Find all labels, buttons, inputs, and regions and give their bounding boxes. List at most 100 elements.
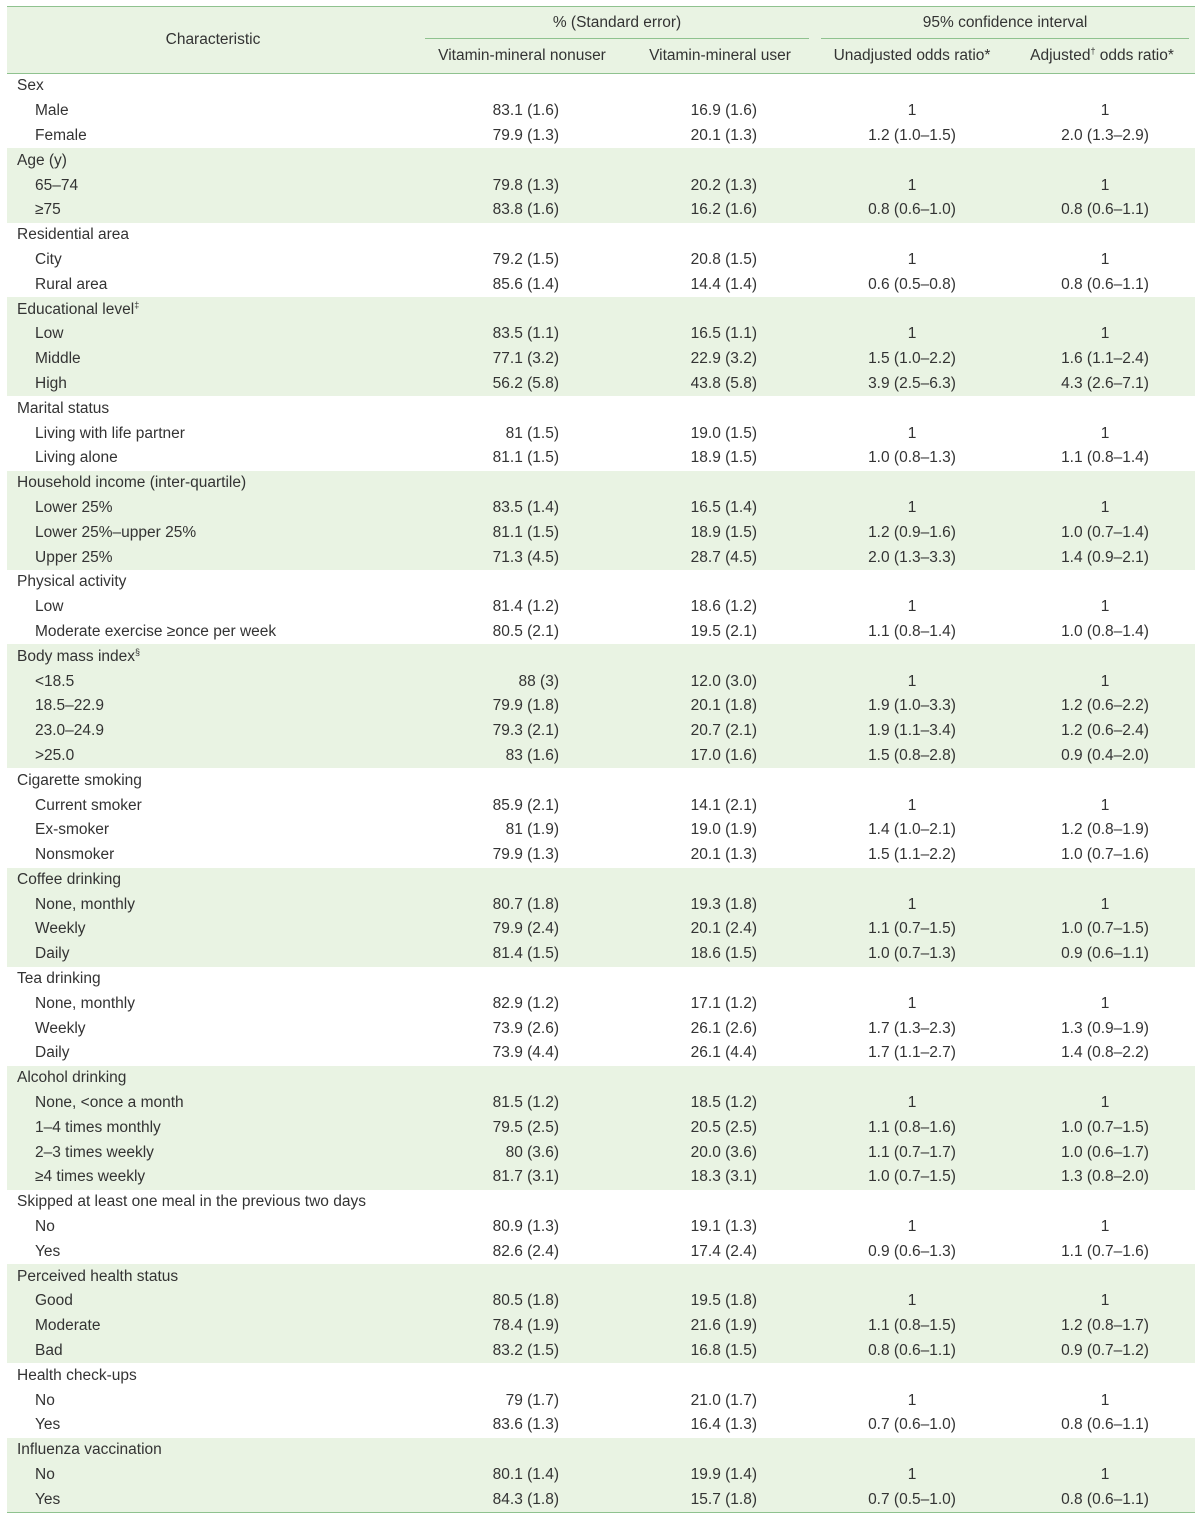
cell-unadj: 1.0 (0.7–1.5) <box>815 1165 1010 1190</box>
table-row: >25.0 83 (1.6) 17.0 (1.6) 1.5 (0.8–2.8) 0.9 … <box>7 743 1196 769</box>
header-characteristic: Characteristic <box>165 31 261 48</box>
cell-nonuser: 77.1 (3.2) <box>419 346 625 372</box>
table-row: 65–74 79.8 (1.3) 20.2 (1.3) 1 1 <box>7 173 1196 198</box>
cell-unadj: 1 <box>815 669 1010 694</box>
cell-user: 14.1 (2.1) <box>690 796 758 814</box>
row-label: High <box>7 371 419 397</box>
cell-unadj: 1.5 (0.8–2.8) <box>815 743 1010 769</box>
cell-nonuser: 81.4 (1.5) <box>419 941 625 967</box>
row-label: 1–4 times monthly <box>7 1115 419 1141</box>
group-label: Marital status <box>17 399 110 417</box>
cell-unadj: 1.2 (0.9–1.6) <box>815 520 1010 546</box>
row-label: <18.5 <box>7 669 419 694</box>
group-label: Perceived health status <box>7 1264 1196 1290</box>
cell-adj: 0.8 (0.6–1.1) <box>1061 1416 1149 1434</box>
cell-user: 21.6 (1.9) <box>625 1313 816 1339</box>
cell-user: 16.2 (1.6) <box>625 197 816 223</box>
cell-adj: 1 <box>1100 598 1110 616</box>
cell-adj: 4.3 (2.6–7.1) <box>1009 371 1196 397</box>
cell-unadj: 1 <box>907 102 917 120</box>
cell-adj: 1 <box>1009 1462 1196 1488</box>
table-row: Upper 25% 71.3 (4.5) 28.7 (4.5) 2.0 (1.3–3.… <box>7 545 1196 570</box>
cell-adj: 1.2 (0.6–2.2) <box>1009 693 1196 719</box>
row-label: Yes <box>35 1242 61 1260</box>
cell-nonuser: 73.9 (4.4) <box>492 1044 559 1062</box>
cell-adj: 1 <box>1009 892 1196 918</box>
row-label: Moderate exercise ≥once per week <box>35 622 277 640</box>
table-header: Characteristic % (Standard error) 95% co… <box>7 6 1196 74</box>
cell-user: 18.6 (1.2) <box>690 598 758 616</box>
group-label: Age (y) <box>7 148 1196 174</box>
cell-nonuser: 83.5 (1.1) <box>419 321 625 347</box>
cell-user: 28.7 (4.5) <box>625 545 816 570</box>
cell-unadj: 2.0 (1.3–3.3) <box>815 545 1010 570</box>
table-row: ≥4 times weekly 81.7 (3.1) 18.3 (3.1) 1.0 (… <box>7 1165 1196 1190</box>
cell-unadj: 1 <box>815 495 1010 521</box>
table-row: Daily 73.9 (4.4) 26.1 (4.4) 1.7 (1.1–2.7) 1.… <box>7 1041 1195 1066</box>
group-header-row: Perceived health status <box>7 1264 1196 1290</box>
row-label: Lower 25%–upper 25% <box>7 520 419 546</box>
cell-adj: 1 <box>1009 1090 1196 1116</box>
group-label: Body mass index§ <box>7 644 1196 670</box>
table-row: Middle 77.1 (3.2) 22.9 (3.2) 1.5 (1.0–2.2) 1… <box>7 346 1196 372</box>
cell-user: 19.3 (1.8) <box>625 892 816 918</box>
cell-nonuser: 83 (1.6) <box>419 743 625 769</box>
cell-adj: 1.2 (0.8–1.9) <box>1061 821 1149 839</box>
table-row: High 56.2 (5.8) 43.8 (5.8) 3.9 (2.5–6.3) 4.3… <box>7 371 1196 397</box>
cell-unadj: 1 <box>907 994 917 1012</box>
cell-unadj: 1.2 (1.0–1.5) <box>868 126 956 144</box>
row-label: Moderate <box>7 1313 419 1339</box>
group-label: Tea drinking <box>17 970 101 988</box>
cell-nonuser: 79.2 (1.5) <box>492 250 559 268</box>
cell-nonuser: 79.3 (2.1) <box>419 718 625 744</box>
cell-unadj: 1.0 (0.7–1.3) <box>815 941 1010 967</box>
cell-nonuser: 79 (1.7) <box>505 1391 559 1409</box>
table-row: Male 83.1 (1.6) 16.9 (1.6) 1 1 <box>7 99 1195 124</box>
group-header-row: Body mass index§ <box>7 644 1196 670</box>
group-header-row: Sex <box>7 74 1195 99</box>
cell-nonuser: 81 (1.5) <box>505 424 559 442</box>
row-label: ≥75 <box>7 197 419 223</box>
cell-unadj: 3.9 (2.5–6.3) <box>815 371 1010 397</box>
table-row: None, <once a month 81.5 (1.2) 18.5 (1.2) 1… <box>7 1090 1196 1116</box>
cell-nonuser: 79.9 (2.4) <box>419 917 625 942</box>
table-row: Rural area 85.6 (1.4) 14.4 (1.4) 0.6 (0.5–0… <box>7 272 1195 297</box>
cell-unadj: 1.1 (0.8–1.5) <box>815 1313 1010 1339</box>
row-label: No <box>35 1218 55 1236</box>
group-label: Physical activity <box>17 573 127 591</box>
cell-unadj: 1 <box>907 1218 917 1236</box>
cell-user: 16.5 (1.1) <box>625 321 816 347</box>
header-group-ci-label: 95% confidence interval <box>922 14 1088 31</box>
row-label: Yes <box>7 1487 419 1514</box>
group-label: Alcohol drinking <box>7 1065 1196 1091</box>
cell-unadj: 0.6 (0.5–0.8) <box>868 275 956 293</box>
cell-adj: 0.9 (0.7–1.2) <box>1009 1338 1196 1364</box>
cell-user: 20.1 (1.8) <box>625 693 816 719</box>
cell-adj: 0.9 (0.6–1.1) <box>1009 941 1196 967</box>
table-container: Characteristic % (Standard error) 95% co… <box>7 6 1196 1514</box>
cell-nonuser: 80.5 (1.8) <box>419 1289 625 1314</box>
cell-adj: 2.0 (1.3–2.9) <box>1061 126 1149 144</box>
cell-unadj: 1 <box>907 424 917 442</box>
row-label: >25.0 <box>7 743 419 769</box>
table-body: Sex Male 83.1 (1.6) 16.9 (1.6) 1 1 Female 79.9 … <box>7 74 1196 1514</box>
cell-adj: 0.8 (0.6–1.1) <box>1061 275 1149 293</box>
cell-user: 20.8 (1.5) <box>690 250 758 268</box>
cell-user: 26.1 (4.4) <box>690 1044 758 1062</box>
row-label: Weekly <box>35 1019 86 1037</box>
group-header-row: Household income (inter-quartile) <box>7 470 1196 496</box>
cell-nonuser: 83.6 (1.3) <box>492 1416 559 1434</box>
cell-user: 19.5 (2.1) <box>690 622 758 640</box>
cell-adj: 1 <box>1009 495 1196 521</box>
cell-nonuser: 81.4 (1.2) <box>492 598 559 616</box>
cell-unadj: 1 <box>907 796 917 814</box>
table-row: None, monthly 80.7 (1.8) 19.3 (1.8) 1 1 <box>7 892 1196 918</box>
cell-adj: 1.4 (0.8–2.2) <box>1061 1044 1149 1062</box>
table-row: <18.5 88 (3) 12.0 (3.0) 1 1 <box>7 669 1196 694</box>
cell-unadj: 1 <box>815 1462 1010 1488</box>
cell-nonuser: 80.7 (1.8) <box>419 892 625 918</box>
cell-adj: 1 <box>1100 424 1110 442</box>
group-header-row: Marital status <box>7 396 1195 421</box>
cell-user: 20.1 (2.4) <box>625 917 816 942</box>
cell-unadj: 1.7 (1.1–2.7) <box>868 1044 956 1062</box>
